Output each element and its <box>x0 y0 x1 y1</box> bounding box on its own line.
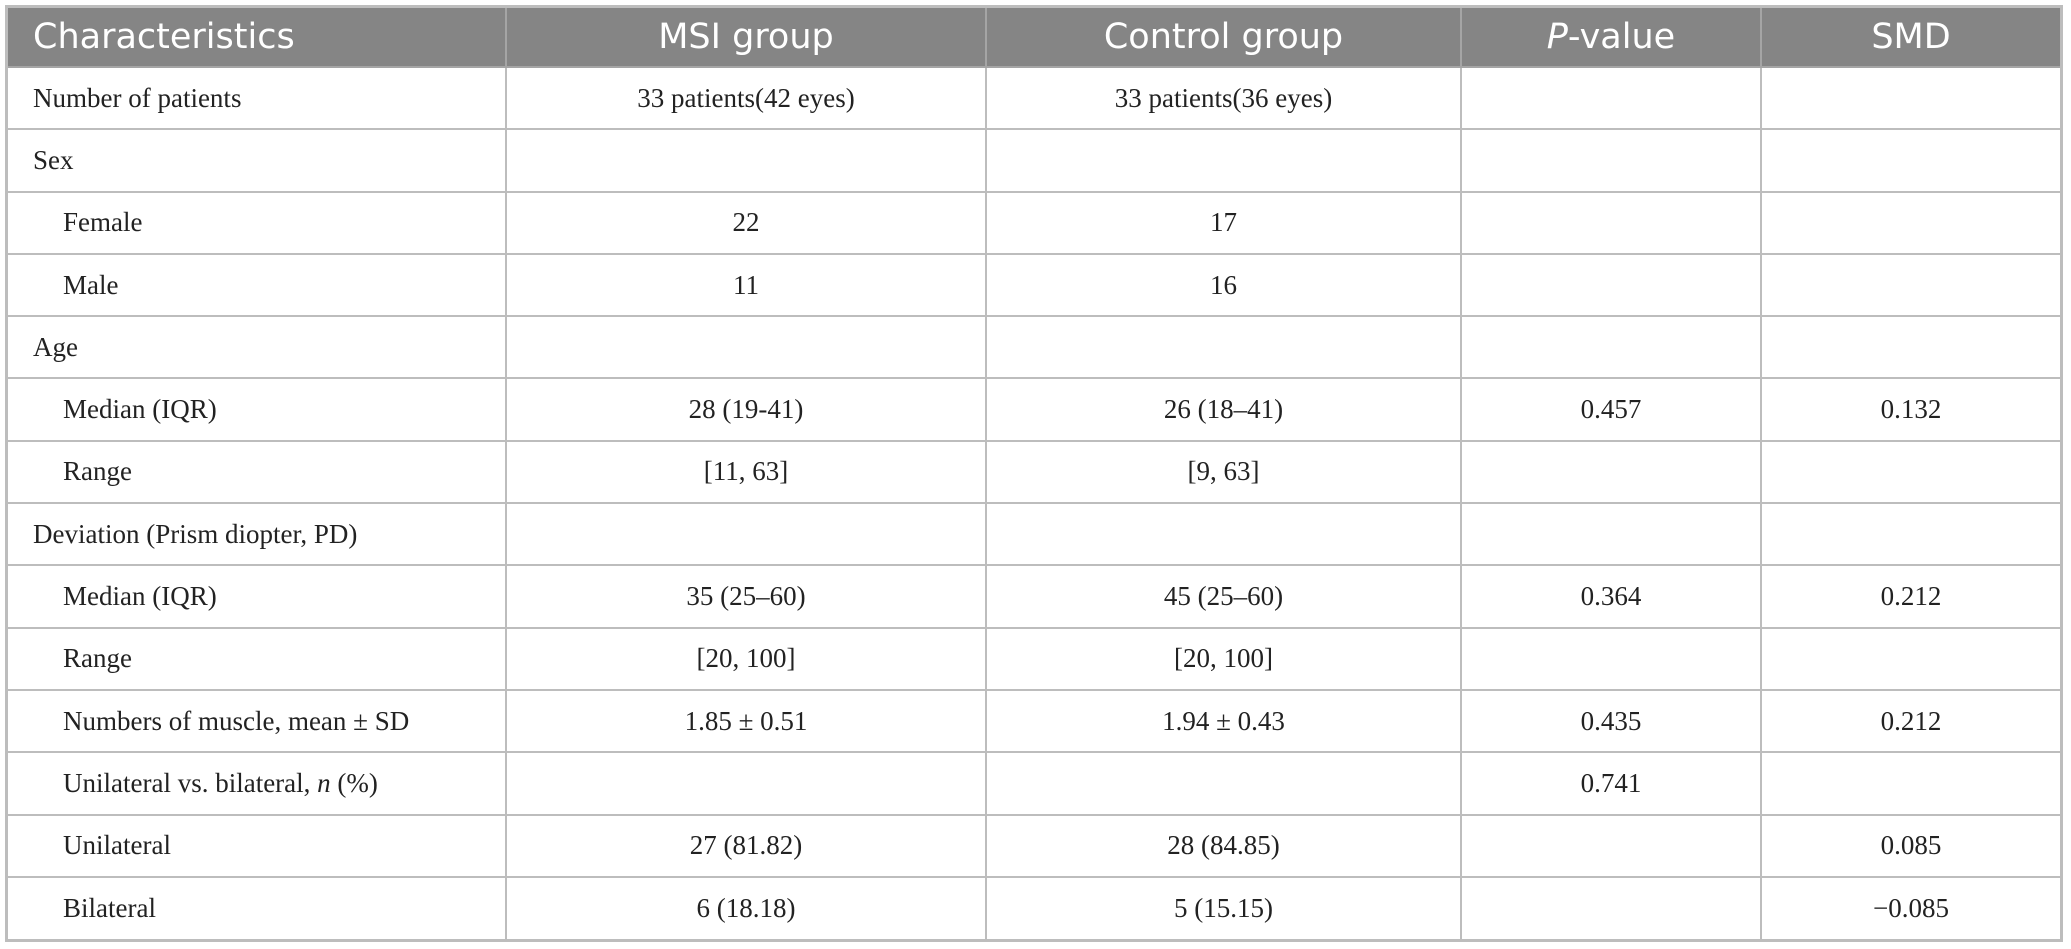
row-label: Median (IQR) <box>8 377 506 441</box>
control-value: 26 (18–41) <box>985 377 1461 441</box>
table-header: Characteristics MSI group Control group … <box>8 8 2060 68</box>
p-value <box>1460 875 1761 940</box>
row-label: Number of patients <box>33 82 242 113</box>
characteristics-table: Characteristics MSI group Control group … <box>8 8 2060 940</box>
p-value: 0.741 <box>1460 751 1761 815</box>
row-label: Median (IQR) <box>8 564 506 628</box>
p-value: 0.435 <box>1460 688 1761 753</box>
table-row: Age <box>8 315 2060 379</box>
control-value: 16 <box>985 252 1461 317</box>
header-smd: SMD <box>1760 8 2060 68</box>
msi-value: 22 <box>505 190 986 254</box>
row-label: Sex <box>8 128 506 192</box>
smd-value: −0.085 <box>1760 875 2060 940</box>
row-label: Female <box>8 190 506 254</box>
control-value: 17 <box>985 190 1461 254</box>
control-value: 5 (15.15) <box>985 875 1461 940</box>
table-row: Number of patients 33 patients(42 eyes) … <box>8 67 2060 130</box>
p-value: 0.457 <box>1460 377 1761 441</box>
p-value <box>1460 315 1761 379</box>
row-label: Range <box>8 439 506 504</box>
smd-value <box>1760 502 2060 566</box>
msi-value: [11, 63] <box>505 439 986 504</box>
control-value: 45 (25–60) <box>985 564 1461 628</box>
smd-value: 0.212 <box>1760 688 2060 753</box>
row-label-post: (%) <box>330 767 378 798</box>
header-msi-group: MSI group <box>505 8 986 68</box>
smd-value: 0.212 <box>1760 564 2060 628</box>
smd-value <box>1760 315 2060 379</box>
msi-value: 1.85 ± 0.51 <box>505 688 986 753</box>
header-characteristics: Characteristics <box>8 8 506 68</box>
msi-value <box>505 315 986 379</box>
p-value <box>1460 502 1761 566</box>
smd-value: 0.085 <box>1760 813 2060 877</box>
control-value <box>985 128 1461 192</box>
row-label: Age <box>8 315 506 379</box>
control-value <box>985 315 1461 379</box>
msi-value: 33 patients(42 eyes) <box>505 67 986 130</box>
msi-value <box>505 751 986 815</box>
header-row: Characteristics MSI group Control group … <box>8 8 2060 68</box>
smd-value <box>1760 439 2060 504</box>
header-control-group: Control group <box>985 8 1461 68</box>
header-p-suffix: -value <box>1567 17 1676 57</box>
msi-value: 11 <box>505 252 986 317</box>
p-value <box>1460 439 1761 504</box>
table-row: Bilateral 6 (18.18) 5 (15.15) −0.085 <box>8 875 2060 940</box>
p-value <box>1460 128 1761 192</box>
row-label: Deviation (Prism diopter, PD) <box>8 502 506 566</box>
row-label: Unilateral <box>8 813 506 877</box>
p-value <box>1460 626 1761 690</box>
table-row: Unilateral 27 (81.82) 28 (84.85) 0.085 <box>8 813 2060 877</box>
control-value: 1.94 ± 0.43 <box>985 688 1461 753</box>
smd-value <box>1760 67 2060 130</box>
control-value <box>985 751 1461 815</box>
p-value <box>1460 813 1761 877</box>
row-label-n: n <box>317 767 331 798</box>
msi-value: 35 (25–60) <box>505 564 986 628</box>
control-value: [9, 63] <box>985 439 1461 504</box>
row-label: Unilateral vs. bilateral, n (%) <box>8 751 506 815</box>
smd-value <box>1760 128 2060 192</box>
control-value: 28 (84.85) <box>985 813 1461 877</box>
row-label: Range <box>8 626 506 690</box>
table-row: Range [20, 100] [20, 100] <box>8 626 2060 690</box>
p-value <box>1460 67 1761 130</box>
p-value <box>1460 252 1761 317</box>
table-row: Median (IQR) 35 (25–60) 45 (25–60) 0.364… <box>8 564 2060 628</box>
table-row: Range [11, 63] [9, 63] <box>8 439 2060 504</box>
table-body: Number of patients 33 patients(42 eyes) … <box>8 67 2060 940</box>
smd-value <box>1760 626 2060 690</box>
smd-value <box>1760 190 2060 254</box>
table-row: Unilateral vs. bilateral, n (%) 0.741 <box>8 751 2060 815</box>
row-label: Bilateral <box>8 875 506 940</box>
smd-value <box>1760 751 2060 815</box>
header-p-value: P-value <box>1460 8 1761 68</box>
msi-value <box>505 128 986 192</box>
row-label: Numbers of muscle, mean ± SD <box>8 688 506 753</box>
control-value: 33 patients(36 eyes) <box>985 67 1461 130</box>
smd-value <box>1760 252 2060 317</box>
table-row: Numbers of muscle, mean ± SD 1.85 ± 0.51… <box>8 688 2060 753</box>
table-row: Median (IQR) 28 (19-41) 26 (18–41) 0.457… <box>8 377 2060 441</box>
control-value <box>985 502 1461 566</box>
characteristics-table-frame: Characteristics MSI group Control group … <box>5 5 2063 943</box>
p-value: 0.364 <box>1460 564 1761 628</box>
msi-value: 27 (81.82) <box>505 813 986 877</box>
msi-value: 28 (19-41) <box>505 377 986 441</box>
smd-value: 0.132 <box>1760 377 2060 441</box>
p-value <box>1460 190 1761 254</box>
row-label: Male <box>8 252 506 317</box>
control-value: [20, 100] <box>985 626 1461 690</box>
header-p-letter: P <box>1546 17 1568 57</box>
table-row: Deviation (Prism diopter, PD) <box>8 502 2060 566</box>
row-label-pre: Unilateral vs. bilateral, <box>63 767 318 798</box>
msi-value <box>505 502 986 566</box>
msi-value: 6 (18.18) <box>505 875 986 940</box>
table-row: Female 22 17 <box>8 190 2060 254</box>
msi-value: [20, 100] <box>505 626 986 690</box>
table-row: Male 11 16 <box>8 252 2060 317</box>
table-row: Sex <box>8 128 2060 192</box>
